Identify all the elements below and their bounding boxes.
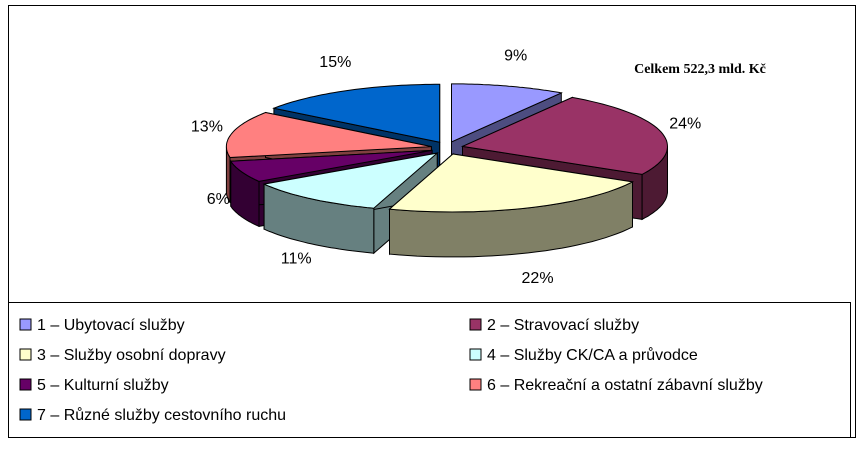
legend-swatch xyxy=(19,408,32,421)
data-label: 24% xyxy=(669,115,701,132)
legend-label: 1 – Ubytovací služby xyxy=(37,317,185,334)
legend-swatch xyxy=(469,378,482,391)
data-label: 15% xyxy=(319,54,351,71)
legend-frame xyxy=(8,302,851,438)
slice-top xyxy=(262,152,439,209)
legend-swatch xyxy=(19,378,32,391)
legend-label: 2 – Stravovací služby xyxy=(487,317,639,334)
data-label: 6% xyxy=(207,191,230,208)
annotation: Celkem 522,3 mld. Kč xyxy=(634,62,766,77)
legend-label: 7 – Různé služby cestovního ruchu xyxy=(37,406,286,424)
slice-top xyxy=(230,149,433,182)
slice-top xyxy=(225,111,432,159)
legend-swatch xyxy=(19,348,32,361)
data-label: 9% xyxy=(504,47,527,64)
legend-swatch xyxy=(19,318,32,331)
data-label: 22% xyxy=(522,270,554,287)
legend-label: 5 – Kulturní služby xyxy=(37,377,169,394)
legend-swatch xyxy=(469,348,482,361)
data-label: 11% xyxy=(281,250,312,267)
legend-label: 3 – Služby osobní dopravy xyxy=(37,347,226,364)
slice-top xyxy=(388,153,635,213)
data-label: 13% xyxy=(191,118,223,135)
slice-top xyxy=(451,83,563,143)
slice-top xyxy=(272,83,441,143)
legend-label: 4 – Služby CK/CA a průvodce xyxy=(487,346,698,364)
legend-label: 6 – Rekreační a ostatní zábavní služby xyxy=(487,377,763,394)
slice-top xyxy=(460,96,669,175)
slice xyxy=(388,152,635,258)
legend-swatch xyxy=(469,318,482,331)
